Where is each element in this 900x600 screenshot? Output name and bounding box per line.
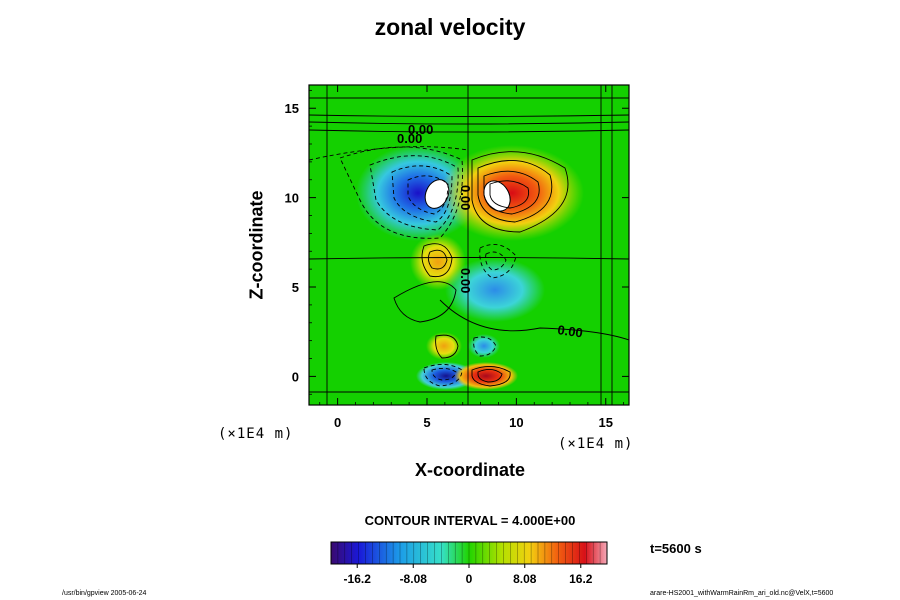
time-label: t=5600 s bbox=[650, 541, 702, 556]
contour-label: 0.00 bbox=[397, 131, 422, 146]
y-tick-label: 0 bbox=[292, 369, 299, 384]
y-tick-label: 10 bbox=[285, 191, 299, 206]
y-tick-label: 15 bbox=[285, 101, 299, 116]
y-tick-label: 5 bbox=[292, 280, 299, 295]
y-unit-label: (×1E4 m) bbox=[558, 436, 634, 452]
contour-label: 0.00 bbox=[557, 322, 584, 340]
y-axis-label: Z-coordinate bbox=[246, 190, 267, 300]
x-axis-ticks: 0 5 10 15 bbox=[319, 85, 625, 430]
contour-interval-label: CONTOUR INTERVAL = 4.000E+00 bbox=[364, 513, 576, 528]
x-axis-label: X-coordinate bbox=[414, 460, 525, 480]
x-tick-label: 5 bbox=[423, 415, 430, 430]
y-axis-ticks: 0 5 10 15 bbox=[285, 89, 629, 395]
footer-command: /usr/bin/gpview 2005-06-24 bbox=[62, 590, 147, 597]
positive-lobe-weak bbox=[426, 332, 462, 360]
positive-lobe-bottom bbox=[454, 362, 518, 390]
contour-lines bbox=[309, 85, 629, 405]
colorbar-ticks: -16.2 -8.08 0 8.08 16.2 bbox=[344, 564, 593, 586]
contour-label: 0.00 bbox=[458, 185, 473, 210]
colorbar-lines bbox=[337, 542, 601, 564]
field-background bbox=[309, 85, 629, 405]
colorbar-tick-label: 0 bbox=[466, 572, 473, 586]
colorbar-tick-label: 16.2 bbox=[569, 572, 593, 586]
x-tick-label: 0 bbox=[334, 415, 341, 430]
plot-field bbox=[309, 85, 629, 405]
contour-label: 0.00 bbox=[408, 122, 433, 137]
negative-contours bbox=[309, 146, 517, 387]
x-tick-label: 15 bbox=[599, 415, 613, 430]
colorbar-tick-label: -16.2 bbox=[344, 572, 372, 586]
negative-lobe-middle bbox=[445, 258, 545, 322]
footer-source: arare-HS2001_withWarmRainRm_ari_old.nc@V… bbox=[650, 590, 834, 597]
x-tick-label: 10 bbox=[509, 415, 523, 430]
colorbar-tick-label: -8.08 bbox=[400, 572, 428, 586]
positive-lobe-upper bbox=[440, 145, 584, 241]
contour-label: 0.00 bbox=[458, 268, 473, 293]
chart-title: zonal velocity bbox=[374, 14, 526, 40]
plot-frame bbox=[308, 84, 630, 406]
colorbar-tick-label: 8.08 bbox=[513, 572, 537, 586]
x-unit-label: (×1E4 m) bbox=[218, 426, 294, 442]
